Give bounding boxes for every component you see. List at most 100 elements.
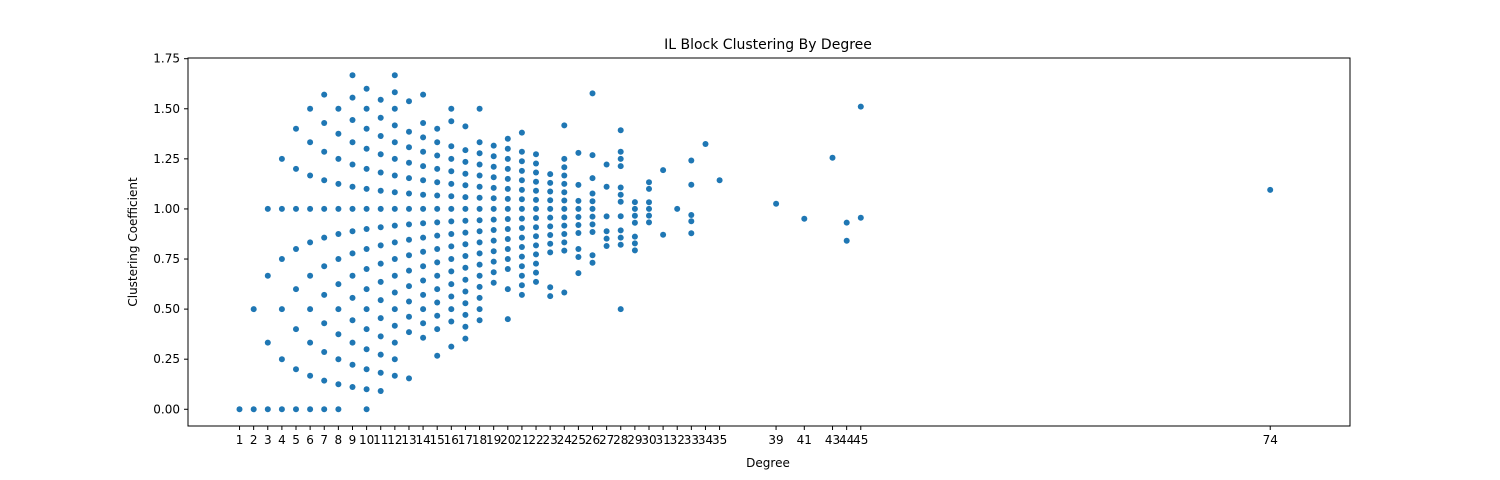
data-point [434,286,441,293]
data-point [377,96,384,103]
data-point [631,247,638,254]
data-point [547,223,554,230]
data-point [420,334,427,341]
data-point [504,175,511,182]
data-point [363,386,370,393]
y-tick-label: 0.50 [153,302,180,316]
data-point [278,155,285,162]
x-tick-label: 19 [486,433,501,447]
data-point [646,185,652,192]
data-point [646,212,652,219]
data-point [349,161,356,168]
data-point [617,198,624,205]
data-point [504,195,511,202]
data-point [391,122,398,129]
data-point [646,205,652,212]
x-tick-label: 24 [557,433,572,447]
data-point [335,381,342,388]
data-point [250,306,257,313]
x-tick-label: 44 [839,433,854,447]
data-point [448,256,455,262]
y-tick-label: 0.25 [153,352,180,366]
data-point [307,272,314,279]
data-point [589,175,596,182]
data-point [434,125,441,132]
data-point [406,175,412,182]
data-point [406,236,412,243]
data-point [264,272,271,279]
data-point [547,179,554,186]
data-point [575,205,582,212]
data-point [476,150,483,157]
data-point [843,237,850,244]
data-point [391,222,398,229]
data-point [321,377,328,384]
data-point [307,339,314,346]
data-point [363,306,370,313]
data-point [363,266,370,272]
data-point [688,157,695,164]
data-point [278,356,285,363]
data-point [293,286,299,293]
data-point [504,266,511,272]
data-point [321,177,328,184]
data-point [377,242,384,249]
data-point [377,333,384,340]
data-point [462,123,469,130]
data-point [391,339,398,346]
data-point [293,326,299,333]
data-point [518,196,525,203]
data-point [631,205,638,212]
data-point [490,174,497,181]
data-point [406,283,412,290]
data-point [518,291,525,298]
data-point [391,272,398,279]
data-point [377,351,384,358]
data-point [533,215,539,221]
data-point [448,105,455,112]
data-point [307,372,314,379]
x-tick-label: 45 [853,433,868,447]
data-point [448,180,455,187]
data-point [490,195,497,202]
x-tick-label: 2 [250,433,258,447]
data-point [406,329,412,336]
data-point [462,194,469,201]
data-point [434,152,441,159]
data-point [321,406,328,413]
data-point [462,217,469,224]
data-point [377,151,384,158]
data-point [420,248,427,255]
data-point [406,221,412,228]
data-point [391,322,398,329]
data-point [561,164,568,171]
x-tick-label: 21 [514,433,529,447]
x-tick-label: 13 [401,433,416,447]
data-point [406,298,412,305]
data-point [476,239,483,246]
data-point [533,187,539,194]
data-point [533,151,539,158]
data-point [476,217,483,224]
data-point [518,263,525,270]
data-point [349,361,356,368]
data-point [617,148,624,155]
data-point [533,178,539,185]
data-point [561,189,568,196]
data-point [307,139,314,146]
x-tick-label: 5 [292,433,300,447]
data-point [335,331,342,338]
data-point [307,239,314,246]
data-point [236,406,243,413]
data-point [631,199,638,206]
data-point [617,234,624,241]
data-point [377,114,384,121]
data-point [589,90,596,97]
data-point [518,244,525,250]
data-point [801,215,808,222]
data-point [420,320,427,327]
data-point [504,236,511,242]
x-tick-label: 29 [627,433,642,447]
data-point [504,216,511,222]
data-point [335,205,342,212]
